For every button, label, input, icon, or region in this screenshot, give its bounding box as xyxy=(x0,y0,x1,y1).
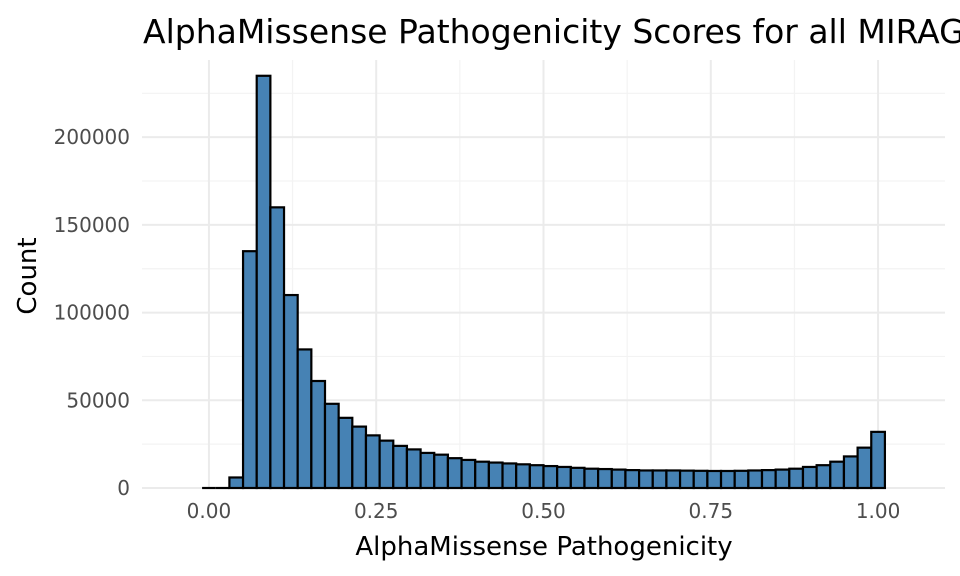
x-tick-label: 0.25 xyxy=(354,499,399,523)
x-axis-title: AlphaMissense Pathogenicity xyxy=(355,532,732,562)
histogram-bar xyxy=(351,425,368,490)
y-axis-ticks: 0 50000 100000 150000 200000 xyxy=(54,125,130,500)
histogram-bar xyxy=(665,469,682,490)
histogram-bar xyxy=(583,467,600,490)
histogram-bar xyxy=(446,457,463,490)
x-axis-ticks: 0.00 0.25 0.50 0.75 1.00 xyxy=(187,499,901,523)
histogram-bar xyxy=(296,348,313,490)
x-tick-label: 0.50 xyxy=(521,499,566,523)
histogram-bar xyxy=(692,469,709,490)
histogram-bar xyxy=(624,469,641,490)
histogram-bar xyxy=(528,464,545,490)
histogram-bar xyxy=(474,460,490,490)
histogram-bar xyxy=(856,446,873,490)
histogram-bar xyxy=(597,467,613,490)
y-tick-label: 100000 xyxy=(54,301,130,325)
histogram-bar xyxy=(255,74,272,490)
histogram-bar xyxy=(610,468,627,490)
histogram-bar xyxy=(392,444,409,490)
histogram-bar xyxy=(364,434,381,490)
bars xyxy=(202,74,887,490)
histogram-bar xyxy=(515,463,531,490)
chart-title: AlphaMissense Pathogenicity Scores for a… xyxy=(143,12,960,51)
histogram-bar xyxy=(228,476,245,490)
y-tick-label: 200000 xyxy=(54,125,130,149)
histogram-bar xyxy=(706,469,723,490)
histogram-bar xyxy=(310,379,327,490)
histogram-bar xyxy=(241,250,258,490)
histogram-bar xyxy=(815,464,832,490)
histogram-bar xyxy=(501,462,518,490)
histogram-bar xyxy=(405,448,422,490)
histogram-bar xyxy=(378,439,395,490)
histogram-bar xyxy=(556,465,572,490)
y-tick-label: 50000 xyxy=(66,388,130,412)
histogram-bar xyxy=(323,402,340,490)
y-axis-title: Count xyxy=(13,237,43,314)
histogram-bar xyxy=(801,465,818,490)
histogram-bar xyxy=(269,206,286,490)
histogram-bar xyxy=(870,430,887,490)
histogram-bar xyxy=(487,461,504,490)
y-tick-label: 150000 xyxy=(54,213,130,237)
histogram-bar xyxy=(829,460,846,490)
histogram-bar xyxy=(774,468,791,490)
histogram-bar xyxy=(760,469,777,490)
histogram-bar xyxy=(733,469,750,490)
histogram-bar xyxy=(788,467,805,490)
x-tick-label: 1.00 xyxy=(856,499,901,523)
histogram-bar xyxy=(719,469,736,490)
histogram-bar xyxy=(419,451,436,490)
histogram-bar xyxy=(282,293,299,490)
histogram-bar xyxy=(747,469,764,490)
histogram-bar xyxy=(460,458,477,490)
histogram-bar xyxy=(651,469,668,490)
histogram-bar xyxy=(678,469,695,490)
histogram-bar xyxy=(542,464,559,490)
histogram-bar xyxy=(433,453,450,490)
histogram-bar xyxy=(842,455,859,490)
x-tick-label: 0.00 xyxy=(187,499,232,523)
histogram-bar xyxy=(337,416,354,490)
y-tick-label: 0 xyxy=(117,476,130,500)
x-tick-label: 0.75 xyxy=(689,499,734,523)
histogram-bar xyxy=(569,466,586,490)
histogram-bar xyxy=(637,469,654,490)
